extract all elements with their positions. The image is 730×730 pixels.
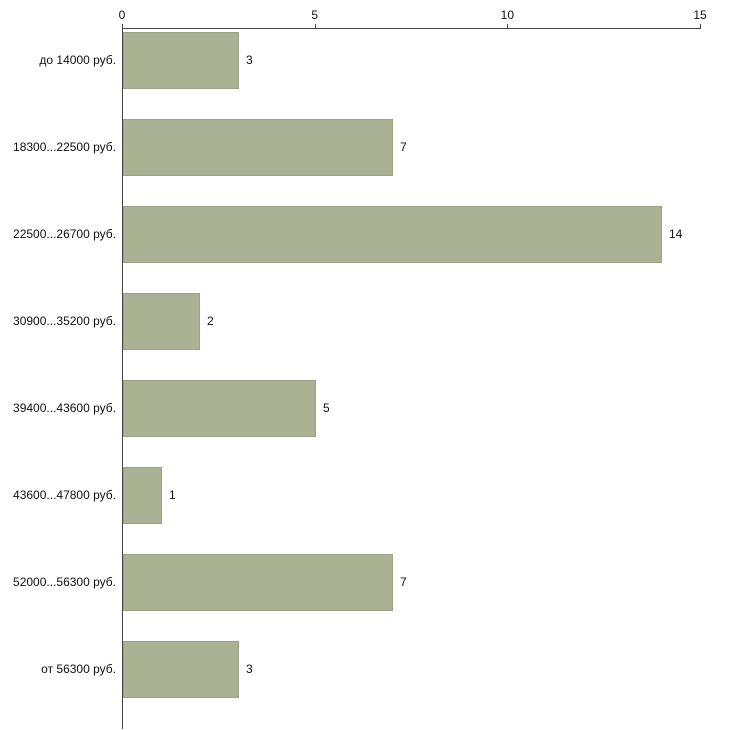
- value-label: 7: [400, 575, 407, 589]
- x-tick-label: 15: [693, 8, 707, 22]
- value-label: 7: [400, 140, 407, 154]
- bar: [123, 292, 200, 350]
- value-label: 2: [207, 314, 214, 328]
- value-label: 5: [323, 401, 330, 415]
- value-label: 3: [246, 662, 253, 676]
- bar: [123, 118, 393, 176]
- bar: [123, 640, 239, 698]
- bar: [123, 205, 662, 263]
- x-tick-label: 0: [118, 8, 126, 22]
- value-label: 3: [246, 53, 253, 67]
- category-label: 39400...43600 руб.: [13, 401, 116, 415]
- bar: [123, 379, 316, 437]
- bar: [123, 31, 239, 89]
- category-label: до 14000 руб.: [39, 53, 116, 67]
- bar: [123, 466, 162, 524]
- x-tick-mark: [700, 24, 701, 28]
- category-label: 43600...47800 руб.: [13, 488, 116, 502]
- x-tick-label: 10: [500, 8, 515, 22]
- category-label: от 56300 руб.: [41, 662, 116, 676]
- category-label: 30900...35200 руб.: [13, 314, 116, 328]
- value-label: 1: [169, 488, 176, 502]
- category-label: 18300...22500 руб.: [13, 140, 116, 154]
- bar: [123, 553, 393, 611]
- x-tick-mark: [507, 24, 509, 28]
- x-tick-label: 5: [311, 8, 318, 22]
- category-label: 22500...26700 руб.: [13, 227, 116, 241]
- x-tick-mark: [314, 24, 316, 28]
- y-axis-line: [122, 28, 123, 729]
- x-tick-mark: [122, 24, 123, 28]
- value-label: 14: [669, 227, 683, 241]
- x-axis-line: [122, 28, 701, 29]
- category-label: 52000...56300 руб.: [13, 575, 116, 589]
